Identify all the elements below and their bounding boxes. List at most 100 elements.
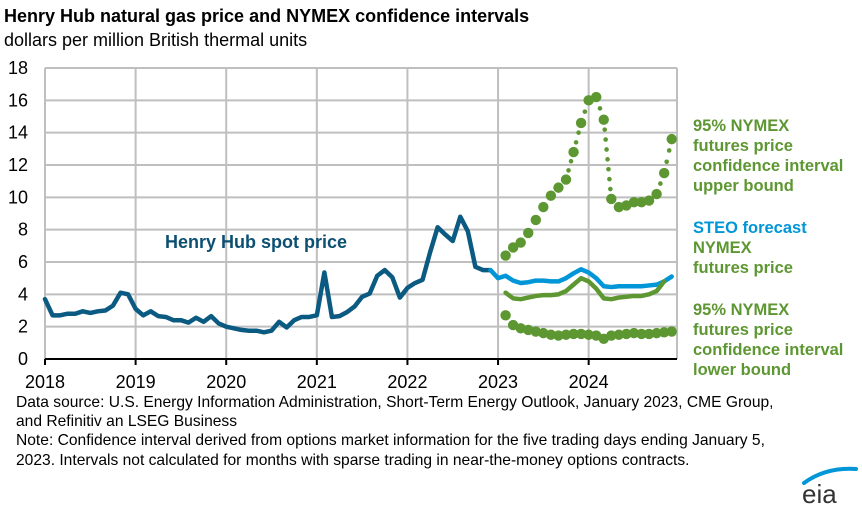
y-tick-label: 0	[18, 349, 28, 369]
dot-segment	[568, 158, 574, 164]
data-point	[591, 91, 602, 103]
dot-segment	[602, 127, 608, 132]
x-tick-label: 2024	[569, 372, 609, 392]
data-point	[515, 237, 526, 248]
data-point	[500, 310, 511, 321]
data-point	[628, 196, 640, 208]
methodology-note: Note: Confidence interval derived from o…	[16, 432, 765, 469]
data-point	[606, 330, 617, 341]
y-tick-label: 16	[8, 90, 28, 110]
data-point	[545, 329, 557, 340]
data-point	[560, 329, 572, 340]
data-point	[598, 114, 609, 125]
gridlines	[44, 67, 678, 359]
dot-segment	[658, 181, 663, 186]
x-tick-label: 2018	[25, 372, 65, 392]
dot-segment	[605, 157, 610, 162]
data-point	[658, 327, 670, 338]
dot-segment	[576, 130, 581, 135]
x-tick-label: 2021	[297, 372, 337, 392]
y-tick-label: 10	[8, 187, 28, 207]
steo-forecast-label-line: STEO forecast	[693, 219, 807, 237]
spot-price-line	[42, 214, 493, 335]
data-point	[575, 328, 587, 340]
data-point	[651, 188, 662, 200]
data-point	[643, 328, 655, 340]
upper-bound-dots	[500, 91, 677, 261]
y-tick-label: 14	[8, 123, 28, 143]
eia-logo-icon: eia	[802, 466, 858, 507]
lower-bound-label-line: lower bound	[693, 361, 792, 379]
nymex-futures-line	[503, 275, 667, 302]
data-point	[606, 193, 617, 205]
x-tick-label: 2019	[116, 372, 156, 392]
data-point	[651, 327, 662, 339]
x-tick-label: 2023	[478, 372, 518, 392]
data-point	[500, 250, 511, 261]
upper-bound-label-line: futures price	[693, 137, 793, 155]
data-point	[613, 329, 625, 340]
dot-segment	[604, 147, 609, 152]
eia-logo-text: eia	[802, 479, 837, 507]
lower-bound-label-line: 95% NYMEX	[693, 301, 790, 319]
dot-segment	[606, 166, 611, 172]
dot-segment	[573, 140, 579, 145]
y-tick-label: 4	[18, 284, 28, 304]
x-tick-label: 2020	[206, 372, 246, 392]
spot-price-label: Henry Hub spot price	[165, 232, 348, 252]
data-point	[538, 201, 549, 213]
dot-segment	[664, 159, 669, 165]
data-point	[628, 327, 640, 339]
dot-segment	[666, 148, 672, 153]
y-tick-label: 2	[18, 317, 28, 337]
lower-bound-label: 95% NYMEX futures price confidence inter…	[693, 300, 843, 380]
dot-segment	[582, 109, 588, 114]
steo-forecast-line	[488, 267, 674, 290]
data-point	[643, 195, 655, 206]
data-point	[575, 117, 587, 129]
x-tick-label: 2022	[387, 372, 427, 392]
data-point	[507, 242, 519, 253]
dot-segment	[597, 106, 603, 111]
dot-segment	[608, 186, 613, 192]
data-point	[560, 174, 572, 185]
data-point	[523, 227, 534, 239]
data-point	[621, 328, 632, 340]
dot-segment	[603, 137, 608, 142]
nymex-futures-label-line: futures price	[693, 259, 793, 277]
y-tick-label: 12	[8, 155, 28, 175]
data-point	[553, 330, 564, 341]
y-axis: 0 2 4 6 8 10 12 14 16 18	[8, 58, 28, 369]
x-axis: 2018 2019 2020 2021 2022 2023 2024	[25, 358, 677, 392]
data-point	[568, 328, 579, 340]
data-point	[583, 329, 594, 340]
data-point	[658, 167, 670, 179]
upper-bound-label-line: upper bound	[693, 177, 794, 195]
y-tick-label: 6	[18, 252, 28, 272]
upper-bound-label-line: 95% NYMEX	[693, 117, 790, 135]
y-tick-label: 8	[18, 220, 28, 240]
data-point	[553, 182, 564, 193]
upper-bound-label: 95% NYMEX futures price confidence inter…	[693, 116, 843, 196]
data-source-note: Data source: U.S. Energy Information Adm…	[16, 394, 774, 431]
dot-segment	[566, 168, 571, 173]
data-point	[666, 326, 677, 337]
y-tick-label: 18	[8, 58, 28, 78]
steo-forecast-label: STEO forecast NYMEX futures price	[693, 218, 807, 278]
chart-footer: Data source: U.S. Energy Information Adm…	[16, 393, 776, 470]
chart-subtitle: dollars per million British thermal unit…	[4, 30, 308, 50]
lower-bound-label-line: futures price	[693, 321, 793, 339]
dot-segment	[607, 176, 612, 182]
data-point	[666, 133, 677, 145]
data-point	[636, 328, 647, 340]
upper-bound-label-line: confidence interval	[693, 157, 844, 175]
lower-bound-dots	[500, 310, 677, 344]
lower-bound-label-line: confidence interval	[693, 341, 844, 359]
series-group	[42, 91, 677, 344]
data-point	[530, 214, 542, 226]
chart-title: Henry Hub natural gas price and NYMEX co…	[4, 6, 530, 26]
nymex-futures-label-line: NYMEX	[693, 239, 752, 257]
data-point	[545, 190, 557, 201]
data-point	[568, 146, 579, 158]
